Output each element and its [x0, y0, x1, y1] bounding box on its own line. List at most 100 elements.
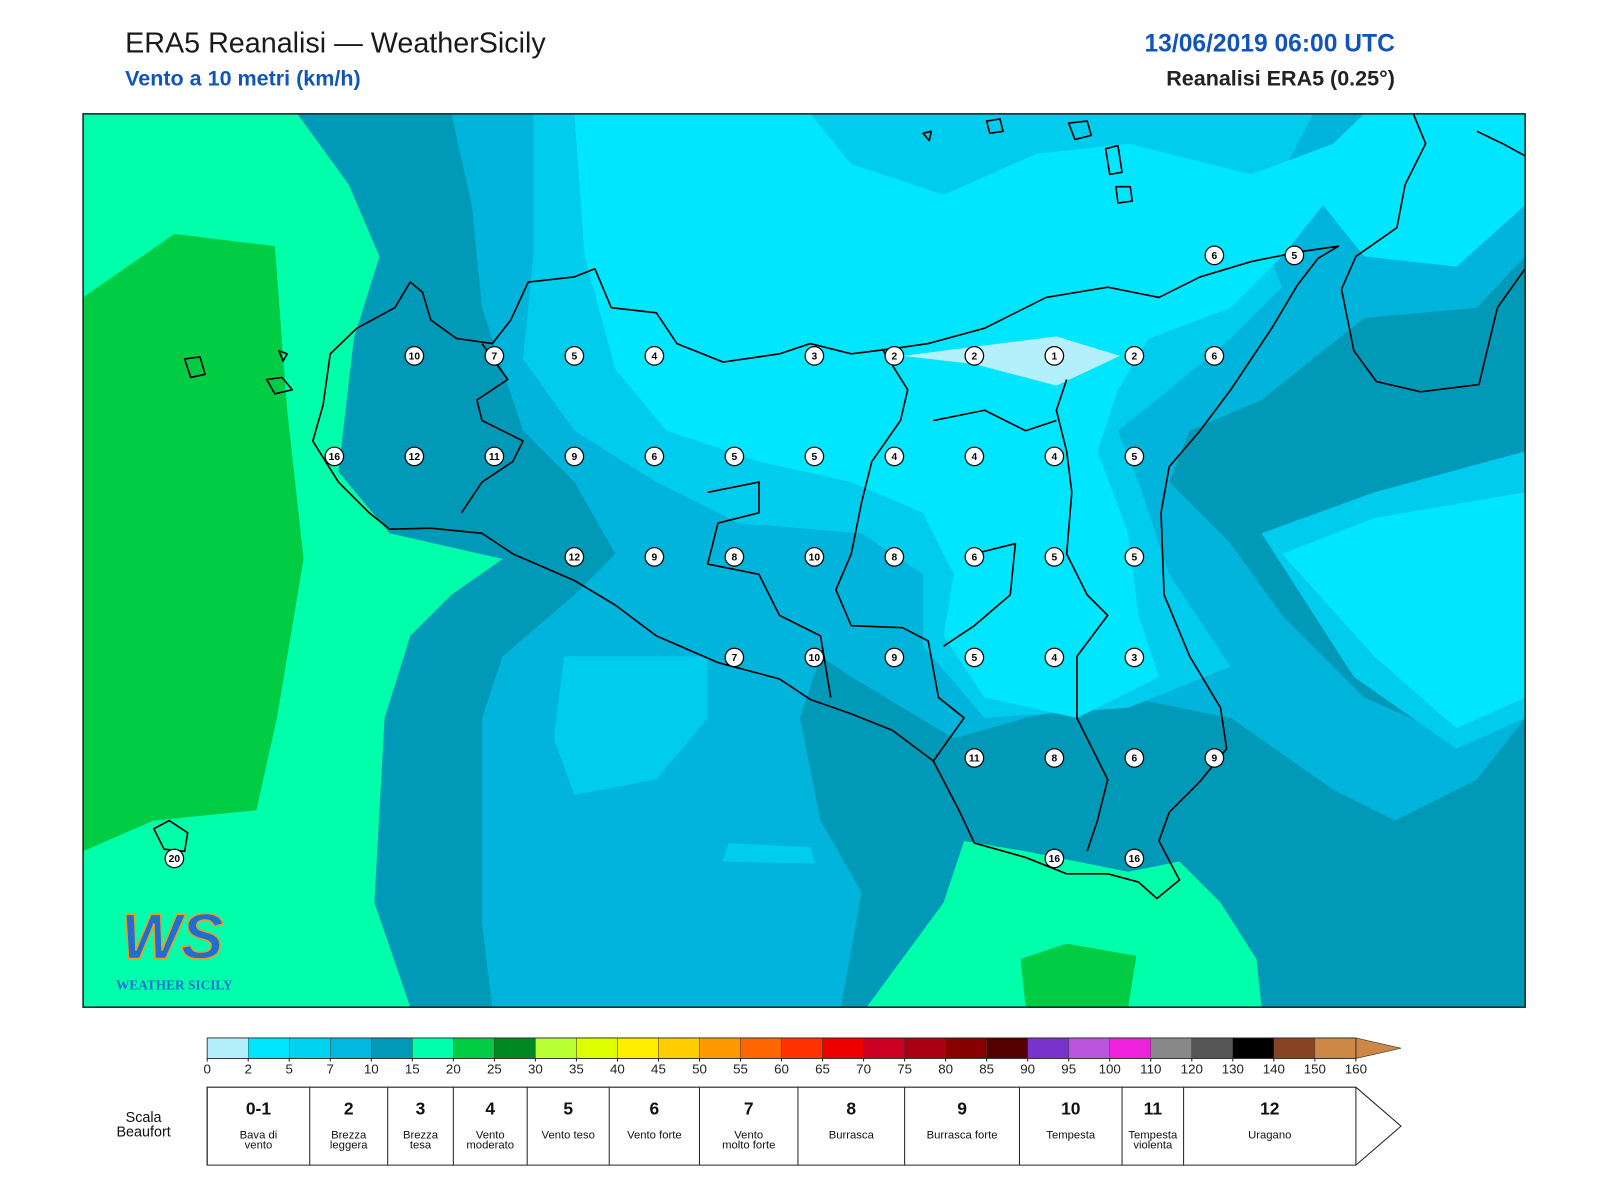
colorbar-swatch — [576, 1037, 618, 1059]
field-band — [1282, 492, 1526, 729]
colorbar-tick-label: 7 — [327, 1061, 334, 1076]
wind-marker — [1044, 446, 1065, 467]
wind-value: 10 — [809, 553, 821, 564]
colorbar-swatch — [330, 1037, 372, 1059]
wind-value: 9 — [892, 653, 898, 664]
wind-marker — [804, 346, 825, 366]
colorbar-swatch — [1191, 1037, 1234, 1059]
beaufort-description: Vento moderato — [466, 1130, 515, 1152]
colorbar-tick-label: 0 — [203, 1061, 210, 1076]
colorbar-swatch — [1273, 1037, 1316, 1059]
colorbar-swatch — [494, 1037, 536, 1059]
wind-value: 6 — [1132, 754, 1138, 765]
colorbar-tick-label: 90 — [1020, 1061, 1035, 1076]
colorbar-swatch — [945, 1037, 987, 1059]
beaufort-force: 3 — [416, 1098, 426, 1118]
beaufort-description: Tempesta — [1046, 1130, 1096, 1142]
beaufort-title-box: Scala Beaufort — [116, 1110, 170, 1139]
wind-value: 4 — [892, 452, 898, 463]
wind-marker — [564, 346, 585, 366]
wind-marker — [1044, 346, 1065, 366]
colorbar-tick-label: 100 — [1099, 1061, 1121, 1076]
wind-marker — [804, 647, 825, 668]
colorbar-tick-label: 55 — [733, 1061, 748, 1076]
wind-value: 10 — [409, 352, 421, 363]
colorbar-swatch — [781, 1037, 823, 1059]
beaufort-description: Brezza tesa — [402, 1130, 439, 1152]
wind-value: 2 — [1132, 352, 1138, 363]
wind-value: 5 — [1132, 452, 1138, 463]
beaufort-description-box: Vento molto forte — [722, 1130, 775, 1151]
datetime: 13/06/2019 06:00 UTC — [1144, 31, 1395, 58]
wind-marker — [484, 346, 505, 366]
beaufort-force: 9 — [957, 1098, 967, 1118]
wind-marker — [1124, 346, 1145, 366]
wind-value: 6 — [1212, 352, 1218, 363]
wind-marker — [964, 748, 985, 768]
beaufort-force: 7 — [744, 1098, 754, 1118]
colorbar-swatch — [289, 1037, 331, 1059]
field-band — [1020, 943, 1137, 1008]
wind-marker — [1204, 748, 1225, 768]
wind-marker — [564, 547, 585, 567]
colorbar-swatch — [1232, 1037, 1275, 1059]
colorbar-tick-label: 25 — [487, 1061, 502, 1076]
beaufort-force: 4 — [485, 1098, 495, 1118]
beaufort-description-box: Vento teso — [542, 1130, 595, 1141]
wind-value: 12 — [569, 553, 581, 564]
wind-value: 5 — [1052, 553, 1058, 564]
beaufort-description: Burrasca forte — [926, 1130, 998, 1142]
wind-value: 5 — [732, 452, 738, 463]
calabria-coast — [1340, 113, 1526, 393]
colorbar-swatch — [1314, 1037, 1357, 1059]
wind-marker — [644, 446, 665, 467]
wind-marker — [884, 346, 905, 366]
beaufort-description-box: Burrasca forte — [926, 1130, 998, 1142]
colorbar-tick-label: 60 — [774, 1061, 789, 1076]
colorbar-swatch — [412, 1037, 454, 1059]
colorbar-swatch — [371, 1037, 413, 1059]
colorbar-tick-label: 75 — [897, 1061, 912, 1076]
wind-field — [83, 113, 1526, 1008]
colorbar-extension — [1355, 1037, 1402, 1059]
colorbar-tick-label: 80 — [938, 1061, 953, 1076]
colorbar-swatch — [863, 1037, 905, 1059]
colorbar-swatch — [986, 1037, 1028, 1059]
colorbar-tick-label: 20 — [446, 1061, 461, 1076]
wind-value: 5 — [1292, 251, 1298, 262]
wind-value: 3 — [812, 352, 818, 363]
wind-marker — [884, 647, 905, 668]
beaufort-description-box: Uragano — [1248, 1130, 1291, 1141]
colorbar-swatch — [535, 1037, 577, 1059]
wind-value: 8 — [1052, 754, 1058, 765]
beaufort-description-box: Burrasca — [828, 1130, 874, 1142]
colorbar-tick-label: 2 — [244, 1061, 251, 1076]
beaufort-description: Tempesta violenta — [1128, 1130, 1178, 1152]
colorbar-swatch — [1068, 1037, 1110, 1059]
wind-marker — [404, 446, 425, 467]
wind-marker — [964, 346, 985, 366]
wind-marker — [644, 547, 665, 567]
wind-marker — [884, 446, 905, 467]
beaufort-description: Burrasca — [828, 1130, 874, 1142]
wind-value: 5 — [1132, 553, 1138, 564]
wind-value: 7 — [492, 352, 498, 363]
beaufort-description-box: Brezza leggera — [330, 1130, 368, 1151]
colorbar-swatch — [699, 1037, 741, 1059]
beaufort-force: 2 — [344, 1098, 354, 1118]
beaufort-scale: Scala Beaufort 0-1 Bava di vento 2 Brezza le… — [116, 1086, 1402, 1166]
islands — [153, 118, 1134, 853]
colorbar-tick-label: 40 — [610, 1061, 625, 1076]
logo-name: WEATHER SICILY — [116, 978, 233, 993]
wind-marker — [404, 346, 425, 366]
wind-value: 6 — [1212, 251, 1218, 262]
wind-marker — [1124, 446, 1145, 467]
wind-value: 4 — [972, 452, 978, 463]
wind-marker — [564, 446, 585, 467]
beaufort-description: Vento forte — [627, 1130, 682, 1142]
wind-marker — [1124, 748, 1145, 768]
wind-value: 5 — [812, 452, 818, 463]
beaufort-description-box: Vento moderato — [466, 1130, 515, 1152]
beaufort-description: Bava di vento — [239, 1130, 278, 1152]
beaufort-description-box: Tempesta — [1046, 1130, 1096, 1142]
